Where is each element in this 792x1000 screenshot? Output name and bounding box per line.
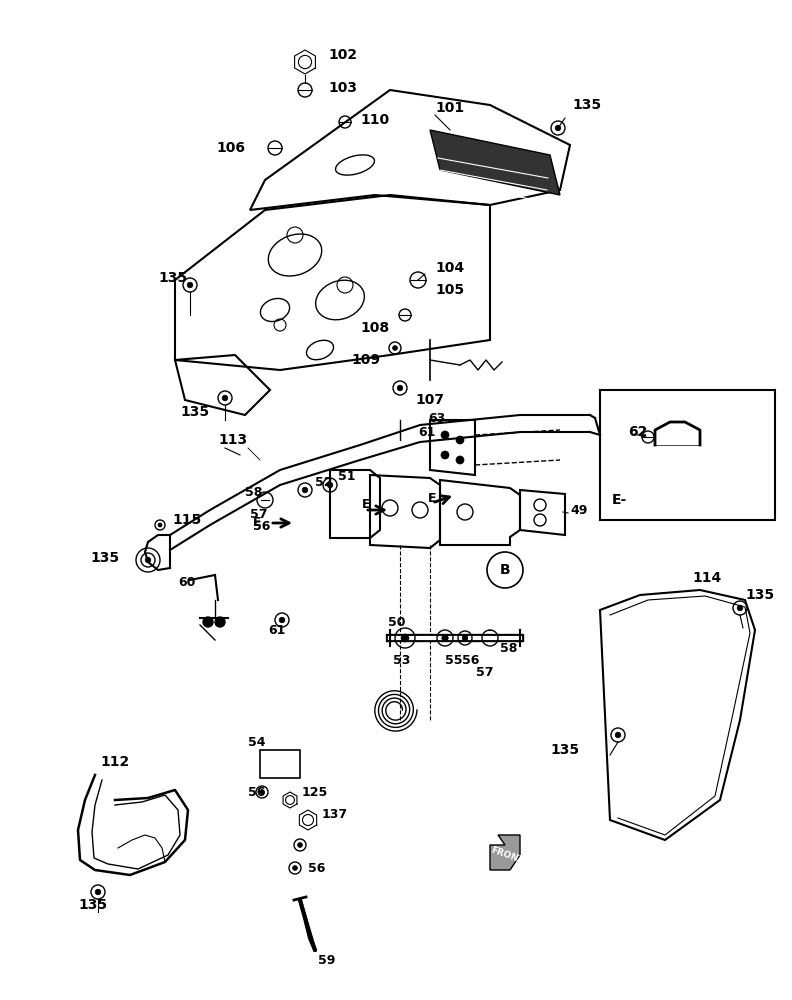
Text: 101: 101 [435,101,464,115]
Circle shape [223,395,228,401]
Text: 108: 108 [361,321,390,335]
Circle shape [393,346,398,350]
Text: 56: 56 [248,786,265,800]
Text: 54: 54 [248,736,265,750]
Text: 52: 52 [315,476,333,488]
Text: 56: 56 [253,520,270,534]
Text: 61: 61 [268,624,285,637]
Text: 112: 112 [100,755,129,769]
Circle shape [292,866,298,870]
Circle shape [95,889,101,895]
Circle shape [327,482,333,488]
Text: 104: 104 [435,261,464,275]
Text: 60: 60 [178,576,196,589]
Text: 113: 113 [218,433,247,447]
Polygon shape [490,835,520,870]
Text: 53: 53 [393,654,410,666]
Circle shape [441,451,449,459]
Text: 135: 135 [745,588,774,602]
Text: 135: 135 [91,551,120,565]
Text: 135: 135 [572,98,601,112]
Text: 58: 58 [500,642,517,654]
Text: 56: 56 [308,861,326,874]
Circle shape [187,282,192,288]
Text: 51: 51 [338,470,356,483]
Text: 107: 107 [415,393,444,407]
Text: E: E [253,516,261,530]
Text: 58: 58 [245,486,262,498]
Text: FRONT: FRONT [489,846,525,866]
Text: 137: 137 [322,808,348,822]
Text: 56: 56 [462,654,479,666]
Circle shape [260,790,265,794]
Text: 114: 114 [692,571,722,585]
Circle shape [215,617,225,627]
Text: 135: 135 [158,271,187,285]
Text: 106: 106 [216,141,245,155]
Text: 50: 50 [388,615,406,629]
Text: 61: 61 [418,426,436,438]
Text: 102: 102 [328,48,357,62]
Circle shape [298,843,303,847]
Circle shape [398,385,403,391]
Text: 57: 57 [250,508,268,522]
Text: 135: 135 [181,405,210,419]
Circle shape [145,557,150,563]
Circle shape [441,431,449,439]
Circle shape [737,605,743,611]
Text: 59: 59 [318,954,335,966]
Polygon shape [430,130,560,195]
Text: E-: E- [612,493,627,507]
Circle shape [615,732,621,738]
Text: B: B [500,563,510,577]
Circle shape [303,487,308,493]
Text: 135: 135 [550,743,579,757]
Circle shape [463,635,468,641]
Text: 115: 115 [172,513,201,527]
Circle shape [401,634,409,642]
Text: 110: 110 [360,113,389,127]
Text: 109: 109 [351,353,380,367]
Text: 135: 135 [78,898,107,912]
Text: 63: 63 [428,412,445,424]
Bar [600,390,775,520]
Text: E: E [362,498,371,512]
Text: 49: 49 [570,504,588,516]
Text: 57: 57 [476,666,493,678]
Circle shape [280,617,285,623]
Circle shape [456,456,464,464]
Text: 103: 103 [328,81,357,95]
Text: E: E [428,491,436,504]
Circle shape [442,635,448,641]
Circle shape [555,125,561,131]
Circle shape [456,436,464,444]
Text: 55: 55 [445,654,463,666]
Text: 105: 105 [435,283,464,297]
Circle shape [158,523,162,527]
Text: 62: 62 [628,425,647,439]
Text: 125: 125 [302,786,328,800]
Circle shape [203,617,213,627]
